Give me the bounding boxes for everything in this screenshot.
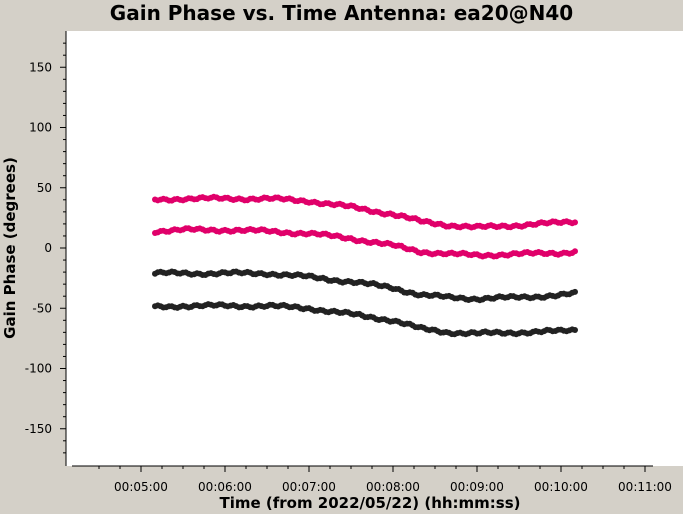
data-point — [572, 288, 578, 295]
data-point — [572, 248, 578, 255]
y-tick-label: 100 — [29, 121, 52, 135]
y-tick-label: -150 — [25, 422, 52, 436]
x-tick-label: 00:09:00 — [450, 480, 504, 494]
x-tick-label: 00:07:00 — [282, 480, 336, 494]
y-tick-label: 50 — [37, 181, 52, 195]
y-tick-label: 0 — [44, 241, 52, 255]
plot-background — [66, 31, 683, 466]
series-4 — [152, 301, 578, 338]
y-axis-label: Gain Phase (degrees) — [1, 157, 19, 339]
x-tick-label: 00:11:00 — [618, 480, 672, 494]
data-point — [572, 327, 578, 333]
y-tick-label: -50 — [32, 301, 52, 315]
data-point — [572, 219, 578, 226]
x-axis-label: Time (from 2022/05/22) (hh:mm:ss) — [219, 494, 521, 512]
x-tick-label: 00:08:00 — [366, 480, 420, 494]
x-tick-label: 00:06:00 — [198, 480, 252, 494]
series-3 — [152, 268, 578, 304]
chart-title: Gain Phase vs. Time Antenna: ea20@N40 — [109, 1, 574, 25]
x-tick-label: 00:10:00 — [534, 480, 588, 494]
y-tick-label: -100 — [25, 362, 52, 376]
series-1 — [152, 193, 578, 231]
x-tick-label: 00:05:00 — [114, 480, 168, 494]
y-tick-label: 150 — [29, 60, 52, 74]
series-2 — [152, 225, 578, 260]
